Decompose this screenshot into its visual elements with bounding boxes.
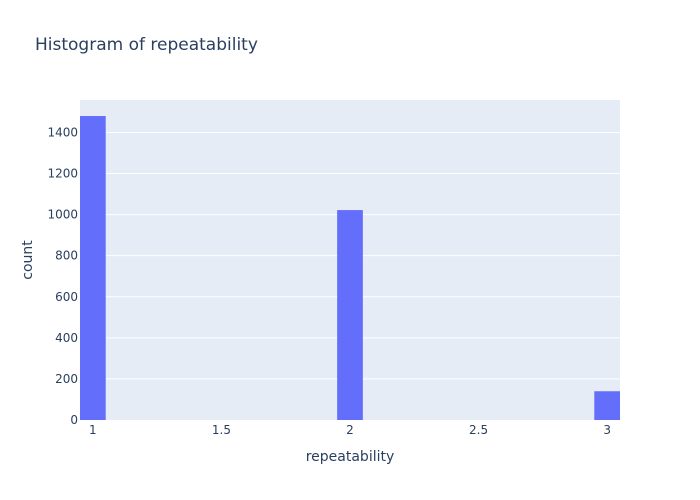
chart-title: Histogram of repeatability [35,35,258,55]
y-axis-title: count [20,240,36,280]
x-tick-label-3: 2.5 [469,423,488,437]
bars [80,116,620,420]
y-tick-label-0: 0 [70,413,78,427]
y-tick-label-7: 1400 [47,125,78,139]
y-tick-label-6: 1200 [47,167,78,181]
histogram-bar-1 [337,210,363,420]
x-tick-label-1: 1.5 [212,423,231,437]
x-tick-label-0: 1 [89,423,97,437]
x-axis-title: repeatability [306,449,395,465]
y-tick-label-4: 800 [55,249,78,263]
x-axis-ticks: 1 1.5 2 2.5 3 [89,423,611,437]
histogram-bar-0 [80,116,106,420]
y-tick-label-1: 200 [55,372,78,386]
y-tick-label-3: 600 [55,290,78,304]
y-tick-label-5: 1000 [47,208,78,222]
histogram-bar-2 [594,391,620,420]
x-tick-label-2: 2 [346,423,354,437]
y-axis-ticks: 0 200 400 600 800 1000 1200 1400 [47,125,78,427]
y-tick-label-2: 400 [55,331,78,345]
x-tick-label-4: 3 [603,423,611,437]
